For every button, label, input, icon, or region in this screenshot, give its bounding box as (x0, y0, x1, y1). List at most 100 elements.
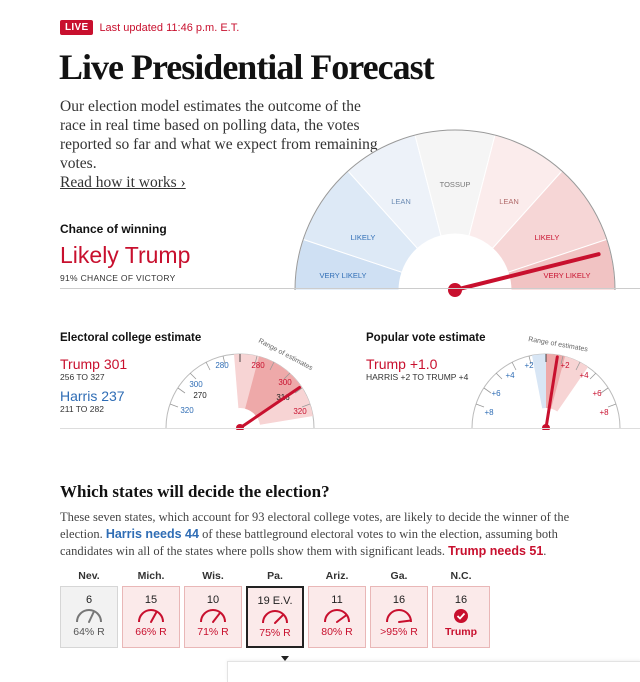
desc-part-1: These seven states, which account for 93… (60, 510, 570, 541)
state-tile[interactable]: 16 Trump (432, 586, 490, 648)
state-card[interactable]: Pa. 19 E.V. 75% R (246, 570, 304, 648)
tick-harris-4: +4 (505, 371, 515, 380)
chance-sub: 91% CHANCE OF VICTORY (60, 273, 176, 283)
chance-headline: Likely Trump (60, 242, 191, 268)
state-card[interactable]: Ariz. 11 80% R (308, 570, 366, 648)
state-electoral-votes: 11 (331, 594, 343, 606)
state-electoral-votes: 16 (392, 594, 406, 606)
state-tile[interactable]: 15 66% R (122, 586, 180, 648)
battleground-states: Nev. 6 64% R Mich. 15 66% R Wis. 10 71% R Pa. 19 E… (60, 570, 490, 648)
label-very-likely-trump: VERY LIKELY (543, 271, 590, 280)
state-name: Pa. (267, 570, 283, 582)
state-tile[interactable]: 16 >95% R (370, 586, 428, 648)
mini-gauge-icon (386, 609, 412, 623)
state-tile[interactable]: 19 E.V. 75% R (246, 586, 304, 648)
state-electoral-votes: 16 (454, 594, 468, 606)
mini-gauge-icon (324, 609, 350, 623)
trump-needs: Trump needs 51 (448, 544, 544, 558)
tick-harris-300: 300 (189, 380, 203, 389)
tick-harris-2: +2 (524, 361, 534, 370)
desc-part-3: . (543, 544, 547, 558)
state-probability: 80% R (321, 626, 353, 638)
state-name: Nev. (78, 570, 100, 582)
tick-trump-300: 300 (278, 378, 292, 387)
electoral-label: Electoral college estimate (60, 332, 202, 344)
state-card[interactable]: Ga. 16 >95% R (370, 570, 428, 648)
electoral-needle (238, 386, 301, 430)
tick-trump-4: +4 (579, 371, 589, 380)
state-card[interactable]: Wis. 10 71% R (184, 570, 242, 648)
label-lean-trump: LEAN (499, 197, 519, 206)
harris-needs: Harris needs 44 (105, 527, 199, 541)
state-probability: 75% R (259, 627, 291, 639)
popular-headline: Trump +1.0 (366, 356, 438, 372)
states-title: Which states will decide the election? (60, 482, 330, 501)
page-title: Live Presidential Forecast (59, 47, 435, 87)
desc-part-2: of these battleground electoral votes to… (60, 527, 558, 558)
tick-trump-280: 280 (251, 361, 265, 370)
last-updated: Last updated 11:46 p.m. E.T. (99, 21, 240, 34)
read-how-it-works-link[interactable]: Read how it works › (60, 174, 186, 191)
live-badge: LIVE (60, 20, 94, 35)
selected-caret (281, 656, 289, 661)
chance-needle (453, 252, 601, 292)
electoral-estimate: Electoral college estimate Trump 301 256… (60, 332, 201, 414)
mini-gauge-icon (138, 609, 164, 623)
tick-harris-8: +8 (484, 408, 494, 417)
needle-hub (448, 283, 462, 297)
popular-needle (544, 355, 559, 430)
chance-label: Chance of winning (60, 222, 167, 236)
trump-electoral-range: 256 TO 327 (60, 372, 105, 382)
state-name: Wis. (202, 570, 224, 582)
popular-gauge: +8 +6 +4 +2 +2 +4 +6 +8 Range of estimat… (471, 336, 621, 430)
state-probability: 66% R (135, 626, 167, 638)
tick-trump-6: +6 (592, 389, 602, 398)
tick-center: 270 (193, 391, 207, 400)
state-tile[interactable]: 11 80% R (308, 586, 366, 648)
tick-harris-6: +6 (491, 389, 501, 398)
label-likely-harris: LIKELY (351, 233, 376, 242)
state-probability: 71% R (197, 626, 229, 638)
states-description: These seven states, which account for 93… (60, 509, 580, 560)
trump-electoral: Trump 301 (60, 356, 128, 372)
state-card[interactable]: Mich. 15 66% R (122, 570, 180, 648)
state-card[interactable]: N.C. 16 Trump (432, 570, 490, 648)
state-name: N.C. (450, 570, 472, 582)
mini-gauge-icon (200, 609, 226, 623)
popular-range: HARRIS +2 TO TRUMP +4 (366, 372, 469, 382)
check-icon (454, 609, 468, 623)
label-very-likely-harris: VERY LIKELY (319, 271, 366, 280)
tick-harris-280: 280 (215, 361, 229, 370)
state-tile[interactable]: 6 64% R (60, 586, 118, 648)
tick-trump-320: 320 (293, 407, 307, 416)
state-name: Ariz. (325, 570, 349, 582)
popular-range-band-harris (532, 354, 546, 409)
bottom-panel (227, 661, 640, 682)
label-likely-trump: LIKELY (535, 233, 560, 242)
electoral-gauge: 320 300 280 270 280 300 316 320 Range of… (165, 338, 315, 430)
state-tile[interactable]: 10 71% R (184, 586, 242, 648)
state-probability: Trump (444, 626, 478, 638)
mini-gauge-icon (76, 609, 102, 623)
label-tossup: TOSSUP (440, 180, 471, 189)
state-name: Ga. (390, 570, 408, 582)
electoral-inner-band (245, 356, 302, 418)
divider (60, 288, 640, 289)
tick-harris-320: 320 (180, 406, 194, 415)
tick-trump-8: +8 (599, 408, 609, 417)
popular-hub (542, 424, 550, 430)
state-card[interactable]: Nev. 6 64% R (60, 570, 118, 648)
state-probability: 64% R (73, 626, 105, 638)
state-electoral-votes: 6 (85, 594, 93, 606)
state-probability: >95% R (380, 626, 418, 638)
state-electoral-votes: 10 (206, 594, 220, 606)
divider-2 (60, 428, 640, 429)
popular-range-caption: Range of estimates (528, 336, 589, 353)
chance-of-winning: Chance of winning Likely Trump 91% CHANC… (60, 222, 190, 283)
mini-gauge-icon (262, 610, 288, 624)
label-lean-harris: LEAN (391, 197, 411, 206)
popular-vote-estimate: Popular vote estimate Trump +1.0 HARRIS … (366, 332, 486, 382)
intro-text: Our election model estimates the outcome… (60, 97, 390, 192)
state-name: Mich. (137, 570, 165, 582)
harris-electoral-range: 211 TO 282 (60, 404, 104, 414)
